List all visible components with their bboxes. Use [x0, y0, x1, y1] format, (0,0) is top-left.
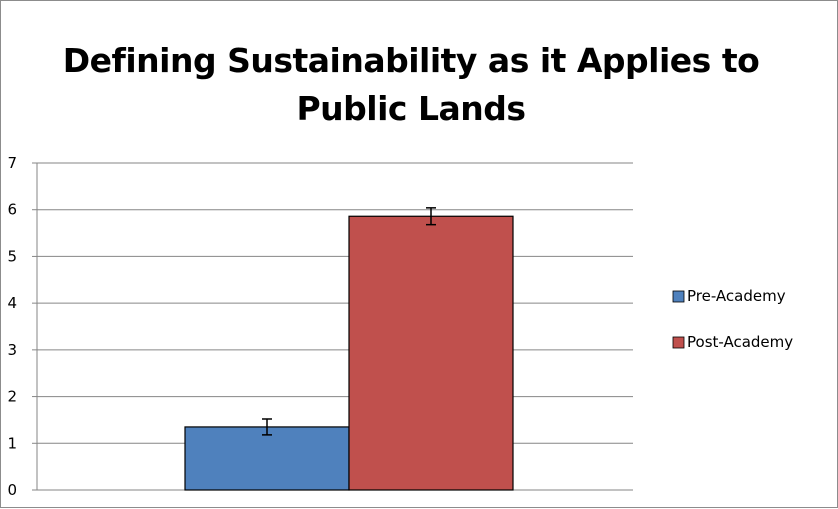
y-tick-label: 7 [7, 154, 17, 172]
legend-swatch [672, 290, 685, 303]
y-tick-label: 3 [7, 341, 17, 359]
y-tick-label: 6 [7, 201, 17, 219]
y-tick-label: 5 [7, 247, 17, 265]
y-tick-label: 4 [7, 294, 17, 312]
legend-label: Post-Academy [687, 333, 793, 351]
legend-label: Pre-Academy [687, 287, 786, 305]
legend-swatch [672, 336, 685, 349]
chart-title: Defining Sustainability as it Applies to… [62, 41, 760, 128]
bar-post-academy [348, 215, 514, 491]
bar-pre-academy [184, 426, 350, 491]
y-tick-label: 2 [7, 388, 17, 406]
y-tick-label: 0 [7, 481, 17, 499]
y-tick-label: 1 [7, 434, 17, 452]
